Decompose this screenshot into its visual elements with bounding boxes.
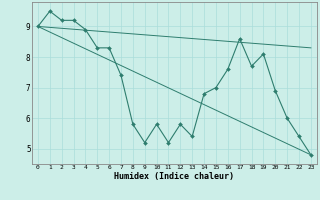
X-axis label: Humidex (Indice chaleur): Humidex (Indice chaleur) — [115, 172, 234, 181]
